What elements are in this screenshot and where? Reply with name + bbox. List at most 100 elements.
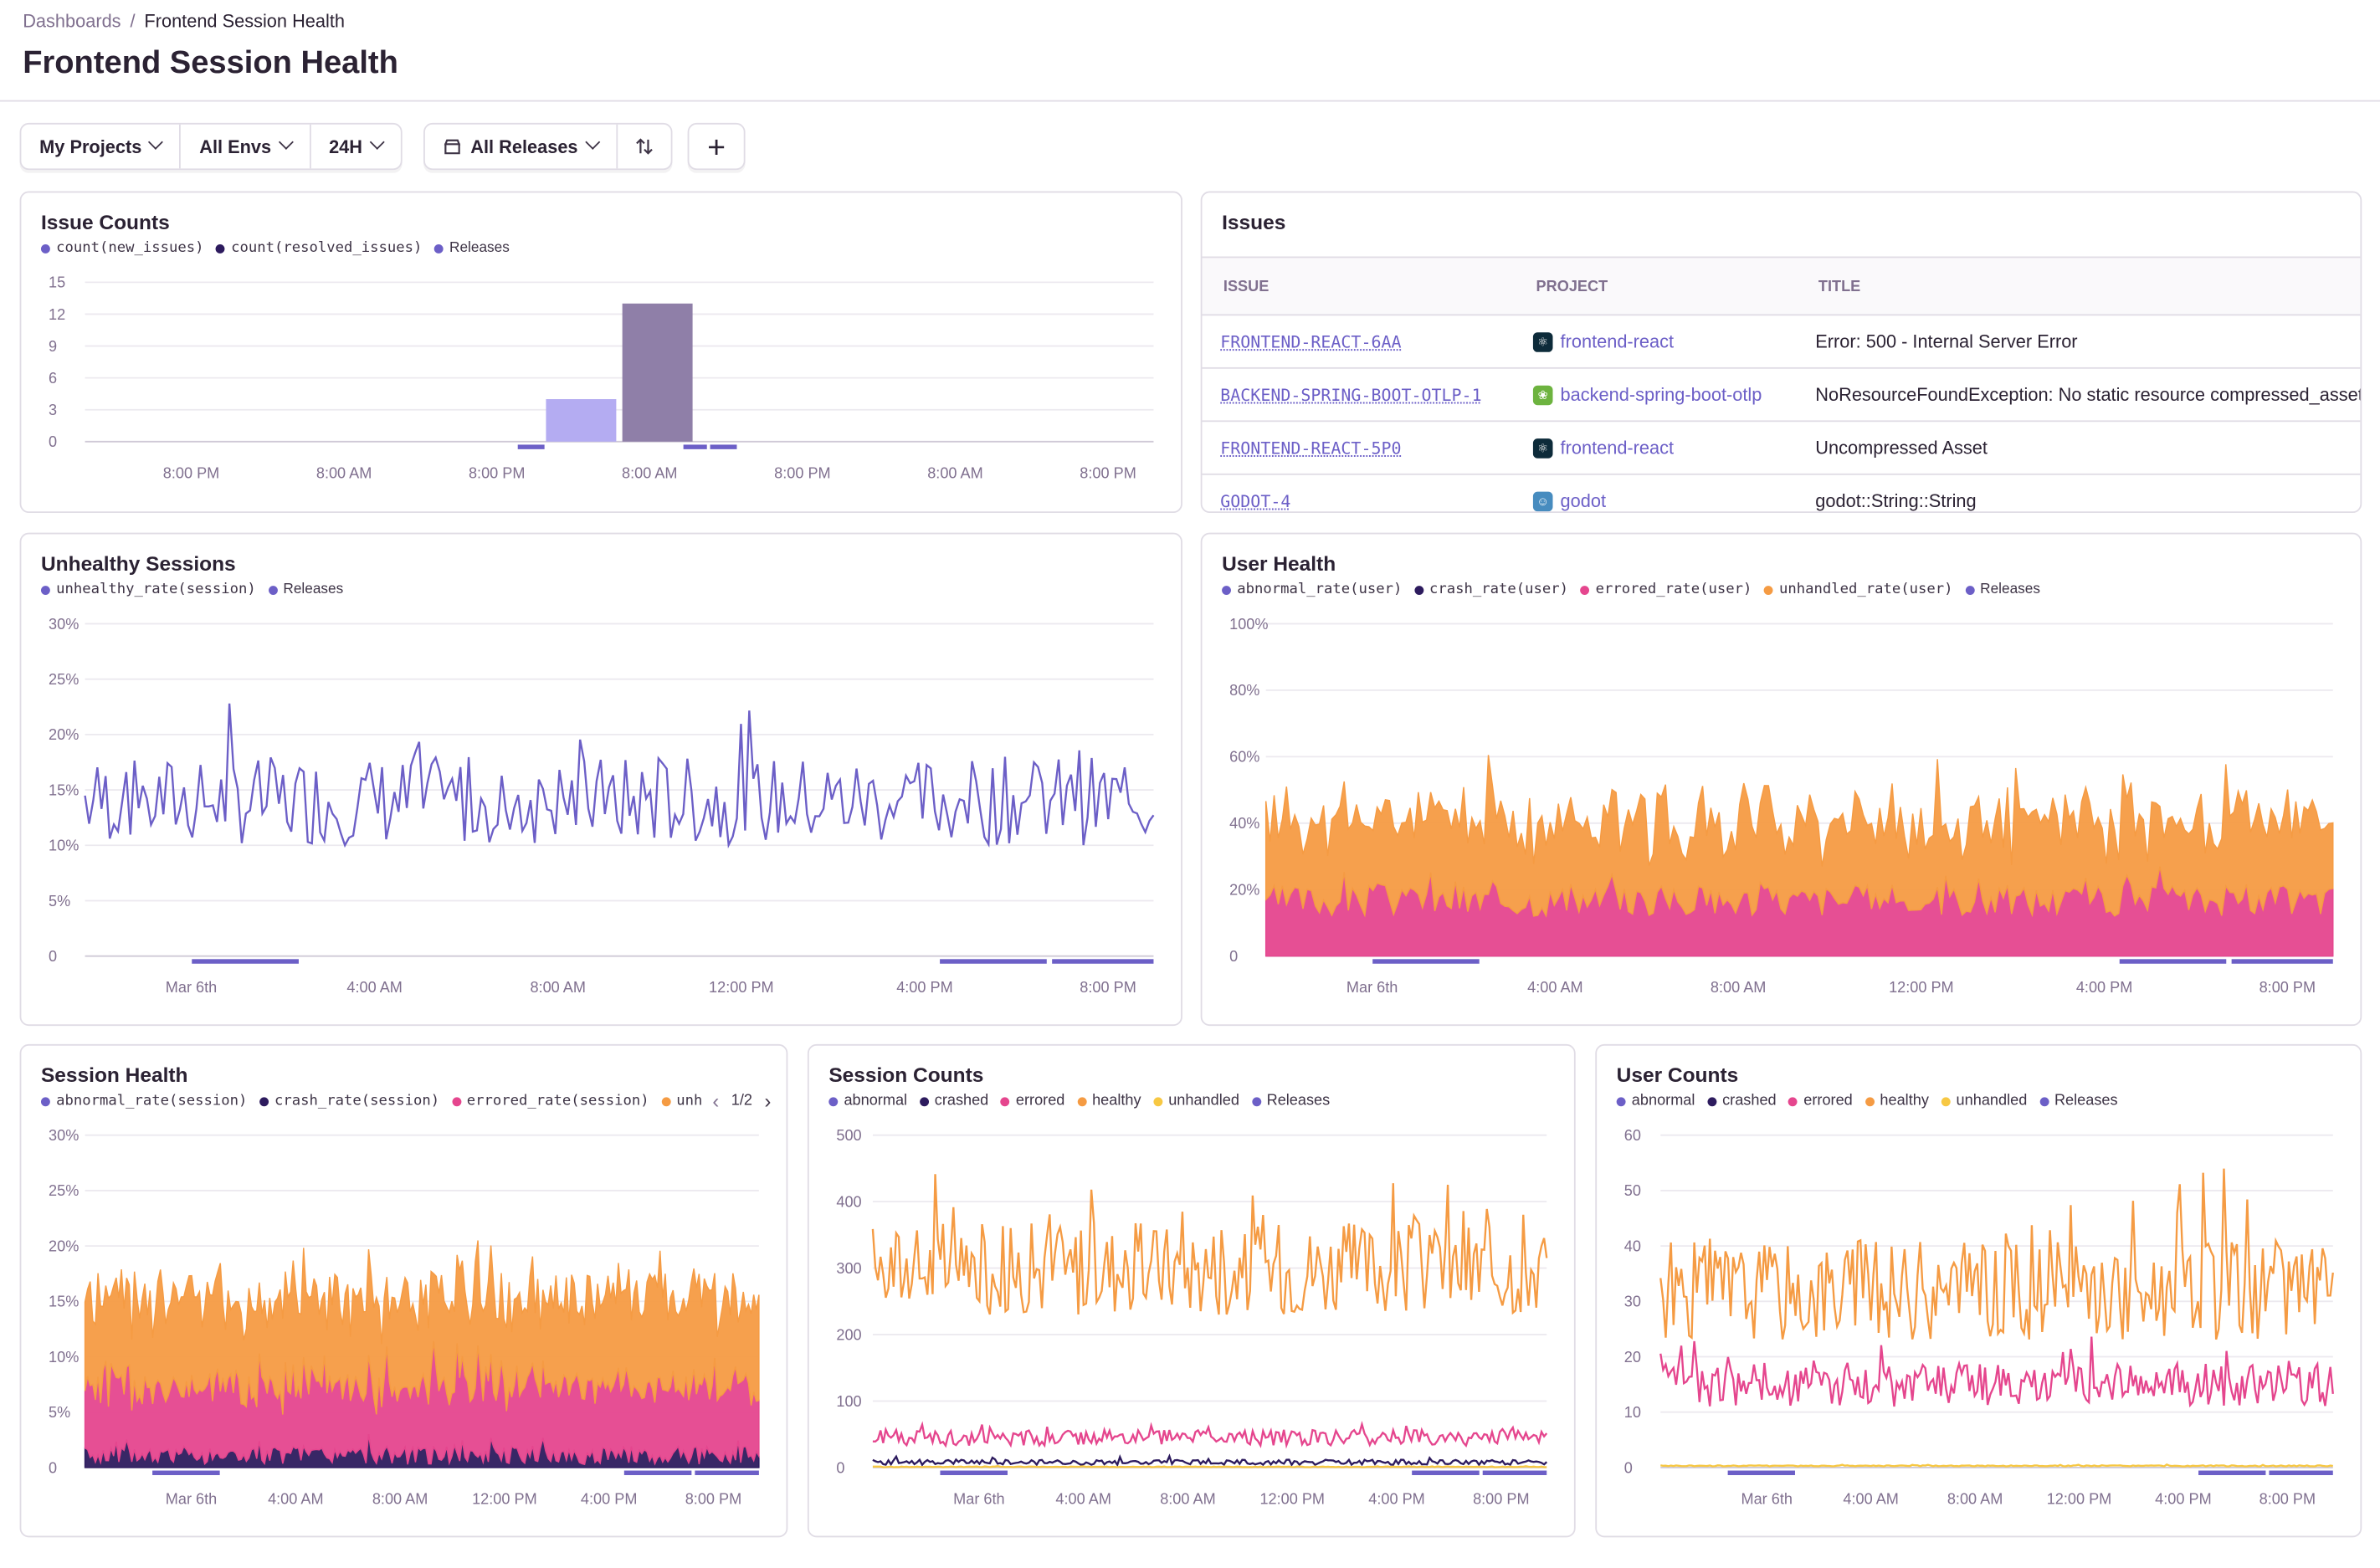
unhealthy-sessions-widget[interactable]: Unhealthy Sessions unhealthy_rate(sessio…: [19, 532, 1182, 1027]
y-tick-label: 40%: [1229, 815, 1259, 832]
chevron-down-icon: [369, 134, 385, 150]
legend-item[interactable]: abnormal: [1616, 1093, 1695, 1109]
release-marker: [2231, 959, 2333, 964]
chevron-right-icon[interactable]: ›: [764, 1089, 772, 1113]
legend-item[interactable]: healthy: [1076, 1093, 1141, 1109]
release-marker: [1482, 1470, 1547, 1475]
issue-counts-widget[interactable]: Issue Counts count(new_issues) count(res…: [19, 191, 1182, 514]
widget-title: Issue Counts: [40, 211, 170, 234]
user-health-widget[interactable]: User Health abnormal_rate(user) crash_ra…: [1200, 532, 2362, 1027]
legend-item[interactable]: unhandled_rate(user): [1763, 582, 1952, 598]
legend-item[interactable]: abnormal_rate(session): [40, 1092, 248, 1109]
y-tick-label: 20: [1624, 1349, 1641, 1366]
legend-item[interactable]: healthy: [1865, 1093, 1929, 1109]
issue-link[interactable]: GODOT-4: [1220, 491, 1291, 512]
legend-item[interactable]: Releases: [1964, 582, 2040, 598]
chevron-down-icon: [278, 134, 294, 150]
issue-link[interactable]: BACKEND-SPRING-BOOT-OTLP-1: [1220, 385, 1482, 406]
sort-releases-button[interactable]: [618, 125, 670, 169]
legend-label: crash_rate(user): [1429, 581, 1568, 598]
legend-item[interactable]: errored_rate(session): [451, 1093, 649, 1109]
table-row[interactable]: BACKEND-SPRING-BOOT-OTLP-1 ❀ backend-spri…: [1202, 369, 2361, 423]
project-link[interactable]: ☺ godot: [1532, 490, 1606, 511]
project-filter-button[interactable]: My Projects: [21, 124, 182, 169]
legend-label: Releases: [2054, 1092, 2118, 1109]
project-link[interactable]: ❀ backend-spring-boot-otlp: [1532, 384, 1762, 405]
add-filter-button[interactable]: [689, 125, 743, 169]
legend-dot: [1788, 1096, 1798, 1106]
table-row[interactable]: FRONTEND-REACT-6AA ⚛ frontend-react Error…: [1202, 315, 2361, 369]
issue-link[interactable]: FRONTEND-REACT-5P0: [1220, 438, 1402, 459]
x-tick-label: 4:00 AM: [346, 979, 402, 996]
y-tick-label: 30: [1624, 1294, 1641, 1310]
x-tick-label: 8:00 PM: [685, 1490, 742, 1507]
legend-item[interactable]: Releases: [1251, 1093, 1330, 1109]
legend-item[interactable]: count(resolved_issues): [215, 240, 422, 257]
series-line: [871, 1174, 1548, 1315]
breadcrumb-dashboards-link[interactable]: Dashboards: [23, 10, 121, 33]
legend-label: unhandled: [1168, 1092, 1239, 1109]
legend-item[interactable]: unhandled_rate(s: [661, 1093, 709, 1109]
release-marker: [623, 1470, 692, 1475]
release-marker: [710, 444, 737, 449]
issue-link[interactable]: FRONTEND-REACT-6AA: [1220, 332, 1402, 352]
legend-label: abnormal_rate(session): [56, 1092, 248, 1109]
legend-item[interactable]: crash_rate(session): [259, 1093, 439, 1109]
user-counts-widget[interactable]: User Counts abnormal crashed errored hea…: [1595, 1043, 2362, 1538]
y-tick-label: 6: [49, 370, 57, 387]
legend-item[interactable]: crashed: [1706, 1093, 1777, 1109]
legend-item[interactable]: errored_rate(user): [1580, 582, 1752, 598]
legend-item[interactable]: crashed: [919, 1093, 988, 1109]
legend-item[interactable]: errored: [1000, 1093, 1064, 1109]
x-tick-label: 8:00 AM: [1711, 979, 1767, 996]
chevron-left-icon[interactable]: ‹: [712, 1089, 720, 1113]
y-tick-label: 30%: [49, 1127, 79, 1144]
legend-item[interactable]: Releases: [433, 240, 510, 257]
x-tick-label: 8:00 PM: [774, 464, 831, 481]
column-header-project[interactable]: PROJECT: [1536, 279, 1608, 296]
widget-title: Session Counts: [828, 1063, 984, 1087]
release-marker: [940, 959, 1047, 964]
y-tick-label: 15%: [49, 781, 79, 798]
session-health-widget[interactable]: Session Health abnormal_rate(session) cr…: [19, 1043, 788, 1538]
release-marker: [152, 1470, 220, 1475]
y-tick-label: 10%: [49, 1349, 79, 1366]
legend-dot: [215, 243, 225, 253]
column-header-title[interactable]: TITLE: [1818, 279, 1861, 296]
x-tick-label: 4:00 PM: [896, 979, 953, 996]
x-tick-label: 8:00 AM: [530, 979, 586, 996]
release-filter-button[interactable]: All Releases: [425, 124, 618, 169]
x-tick-label: 4:00 PM: [1368, 1490, 1424, 1507]
period-filter-button[interactable]: 24H: [310, 125, 400, 169]
legend-item[interactable]: unhandled: [1153, 1093, 1239, 1109]
legend-dot: [1153, 1096, 1162, 1106]
legend-pager: ‹ 1/2 ›: [703, 1089, 772, 1113]
legend-item[interactable]: Releases: [268, 582, 343, 598]
project-link[interactable]: ⚛ frontend-react: [1532, 437, 1674, 459]
x-tick-label: 8:00 AM: [372, 1490, 428, 1507]
issues-widget[interactable]: Issues ISSUE PROJECT TITLE FRONTEND-REAC…: [1200, 191, 2362, 514]
session-counts-widget[interactable]: Session Counts abnormal crashed errored …: [807, 1043, 1576, 1538]
column-header-issue[interactable]: ISSUE: [1223, 279, 1270, 296]
series-area: [84, 1240, 760, 1415]
series-line: [84, 703, 1155, 849]
legend-item[interactable]: crash_rate(user): [1413, 581, 1568, 598]
x-tick-label: 8:00 PM: [163, 464, 219, 481]
legend-item[interactable]: errored: [1788, 1093, 1853, 1109]
legend-item[interactable]: unhealthy_rate(session): [40, 582, 256, 598]
legend-item[interactable]: Releases: [2039, 1093, 2118, 1109]
y-tick-label: 0: [49, 948, 57, 965]
legend-item[interactable]: count(new_issues): [40, 240, 203, 257]
plus-icon: [709, 138, 725, 155]
legend-item[interactable]: abnormal_rate(user): [1222, 582, 1402, 598]
environment-filter-button[interactable]: All Envs: [181, 124, 311, 169]
project-link[interactable]: ⚛ frontend-react: [1532, 331, 1674, 352]
release-marker: [517, 444, 545, 449]
legend-item[interactable]: abnormal: [828, 1093, 907, 1109]
table-row[interactable]: FRONTEND-REACT-5P0 ⚛ frontend-react Uncom…: [1202, 422, 2361, 475]
legend-dot: [1413, 585, 1423, 595]
x-tick-label: 4:00 AM: [268, 1490, 324, 1507]
table-row[interactable]: GODOT-4 ☺ godot godot::String::String: [1203, 475, 2361, 512]
y-tick-label: 0: [1624, 1459, 1633, 1476]
legend-item[interactable]: unhandled: [1941, 1093, 2027, 1109]
